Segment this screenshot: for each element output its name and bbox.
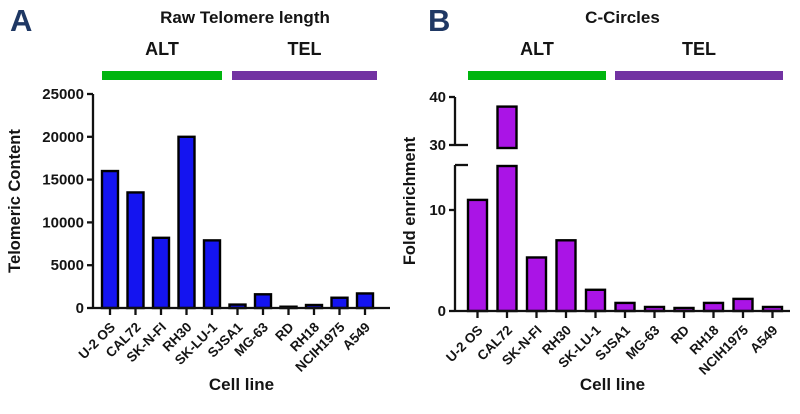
chart-title-b: C-Circles	[585, 8, 660, 27]
y-tick-label: 10	[429, 202, 446, 219]
chart-title-a: Raw Telomere length	[160, 8, 330, 27]
bar-ncih1975	[330, 296, 349, 310]
group-color-bar-alt-b	[468, 71, 606, 80]
panel-letter-a: A	[10, 3, 33, 38]
y-tick-label: 10000	[42, 214, 84, 231]
group-label-tel-b: TEL	[682, 39, 716, 59]
panel-letter-b: B	[428, 3, 451, 38]
y-tick-label: 25000	[42, 86, 84, 103]
group-color-bar-tel-b	[615, 71, 783, 80]
bar-cal72	[496, 164, 518, 313]
x-axis-title: Cell line	[209, 375, 274, 394]
bar-rh30	[177, 135, 196, 310]
bar-a549	[355, 292, 375, 310]
bar-u-2-os	[100, 169, 120, 310]
bar-cal72	[126, 191, 145, 310]
group-label-alt-a: ALT	[145, 39, 179, 59]
y-tick-label: 5000	[51, 257, 84, 274]
y-tick-label: 0	[76, 300, 84, 317]
x-category-label: A549	[340, 320, 373, 353]
x-axis-title: Cell line	[580, 375, 645, 394]
y-tick-label: 15000	[42, 172, 84, 189]
y-tick-label: 30	[429, 137, 446, 154]
bar-sk-n-fi	[151, 236, 171, 310]
x-category-label: MG-63	[623, 322, 663, 362]
panel-a: A Raw Telomere length ALT TEL 0 5000 10000…	[6, 3, 390, 394]
group-label-alt-b: ALT	[520, 39, 554, 59]
y-tick-label: 40	[429, 89, 446, 106]
group-color-bar-tel-a	[232, 71, 377, 80]
panel-b: B C-Circles ALT TEL 0 10 30 40 U-2 OS CAL72 SK…	[400, 0, 800, 414]
bar-sk-lu-1	[584, 288, 607, 313]
bar-sk-n-fi	[525, 256, 548, 313]
y-axis-title: Telomeric Content	[6, 129, 24, 273]
y-tick-label: 20000	[42, 129, 84, 146]
x-category-label: RD	[668, 322, 693, 347]
bar-rh30	[555, 239, 577, 313]
y-tick-label: 0	[438, 303, 446, 320]
x-category-label: A549	[747, 323, 780, 356]
group-label-tel-a: TEL	[287, 39, 322, 59]
bar-sk-lu-1	[202, 239, 222, 310]
bar-u-2-os	[466, 198, 489, 313]
bar-ncih1975	[732, 297, 754, 313]
bar-sjsa1	[614, 301, 636, 313]
group-color-bar-alt-a	[102, 71, 222, 80]
bar-rh18	[702, 301, 725, 313]
y-axis-title: Fold enrichment	[401, 136, 419, 265]
bar-mg-63	[253, 293, 273, 310]
bar-cal72	[496, 105, 518, 150]
